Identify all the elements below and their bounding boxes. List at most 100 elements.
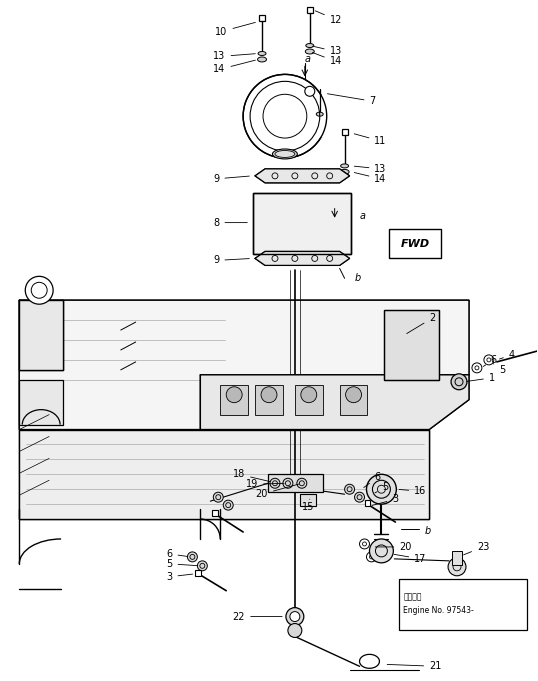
Circle shape: [451, 374, 467, 390]
Bar: [253, 193, 351, 255]
Circle shape: [359, 539, 370, 549]
Text: 15: 15: [302, 499, 314, 512]
Text: 20: 20: [375, 542, 412, 552]
Text: 4: 4: [499, 350, 515, 360]
Text: 适用号框: 适用号框: [404, 592, 422, 601]
Text: 6: 6: [166, 549, 188, 559]
Text: 1: 1: [467, 373, 495, 383]
Bar: [195, 570, 201, 575]
Ellipse shape: [272, 149, 298, 159]
Text: b: b: [355, 273, 361, 283]
Ellipse shape: [305, 49, 314, 54]
Bar: [253, 193, 351, 255]
Bar: [259, 15, 265, 20]
Bar: [390, 229, 441, 258]
Bar: [220, 385, 248, 415]
Text: 8: 8: [213, 218, 247, 227]
Circle shape: [197, 561, 207, 571]
Text: 10: 10: [215, 22, 256, 37]
Bar: [255, 385, 283, 415]
Text: 17: 17: [394, 554, 427, 564]
Text: a: a: [359, 210, 365, 221]
Bar: [342, 129, 348, 135]
Bar: [295, 385, 323, 415]
Text: 2: 2: [407, 313, 435, 334]
Circle shape: [270, 478, 280, 488]
Bar: [385, 310, 439, 380]
Circle shape: [366, 552, 377, 562]
Bar: [365, 500, 371, 506]
Circle shape: [345, 387, 362, 402]
Bar: [339, 385, 367, 415]
Circle shape: [187, 552, 197, 562]
Polygon shape: [19, 300, 469, 430]
Circle shape: [286, 607, 304, 626]
Text: 6: 6: [364, 473, 380, 488]
Circle shape: [223, 500, 233, 510]
Text: 3: 3: [166, 572, 193, 582]
Text: 18: 18: [233, 469, 270, 481]
Circle shape: [305, 86, 315, 96]
Ellipse shape: [258, 57, 266, 62]
Circle shape: [301, 387, 317, 402]
Text: 9: 9: [213, 255, 249, 266]
Circle shape: [226, 387, 242, 402]
Bar: [385, 310, 439, 380]
Circle shape: [345, 484, 355, 494]
Circle shape: [243, 74, 327, 158]
Text: 13: 13: [213, 52, 256, 61]
Text: 16: 16: [399, 486, 427, 496]
Text: 3: 3: [372, 494, 399, 505]
Text: 20: 20: [256, 484, 299, 499]
Circle shape: [288, 624, 302, 637]
Text: 21: 21: [387, 661, 442, 671]
Ellipse shape: [306, 44, 314, 48]
Ellipse shape: [258, 52, 266, 55]
Text: 11: 11: [354, 133, 387, 146]
Circle shape: [25, 276, 53, 304]
Bar: [307, 7, 313, 13]
Circle shape: [355, 492, 365, 502]
Circle shape: [448, 558, 466, 575]
Ellipse shape: [340, 170, 349, 174]
Polygon shape: [255, 169, 350, 183]
Bar: [213, 510, 218, 516]
Text: 14: 14: [354, 172, 387, 184]
Polygon shape: [19, 430, 429, 519]
Text: 6: 6: [483, 355, 497, 366]
Text: FWD: FWD: [401, 238, 430, 249]
Text: 14: 14: [213, 60, 256, 74]
Text: 19: 19: [246, 479, 284, 489]
Polygon shape: [200, 375, 469, 430]
Text: a: a: [305, 54, 311, 65]
Text: 7: 7: [328, 94, 376, 106]
Circle shape: [297, 478, 307, 488]
Bar: [399, 579, 527, 631]
Circle shape: [472, 363, 482, 373]
Circle shape: [261, 387, 277, 402]
Text: 12: 12: [315, 11, 342, 25]
Text: 13: 13: [355, 164, 387, 174]
Text: 14: 14: [313, 52, 342, 67]
Text: 13: 13: [313, 46, 342, 57]
Circle shape: [213, 492, 223, 502]
Circle shape: [370, 539, 393, 563]
Bar: [300, 494, 316, 506]
Text: 5: 5: [166, 559, 197, 569]
Bar: [19, 380, 63, 424]
Text: 9: 9: [213, 174, 249, 184]
Polygon shape: [19, 300, 63, 370]
Text: 5: 5: [375, 482, 388, 493]
Text: Engine No. 97543-: Engine No. 97543-: [404, 606, 474, 615]
Circle shape: [484, 355, 494, 365]
Polygon shape: [255, 251, 350, 266]
Text: 23: 23: [464, 542, 489, 555]
Circle shape: [366, 474, 397, 504]
Circle shape: [290, 612, 300, 622]
Text: 22: 22: [232, 612, 282, 622]
Ellipse shape: [316, 112, 323, 116]
Text: 5: 5: [493, 364, 505, 375]
Circle shape: [283, 478, 293, 488]
Bar: [268, 474, 323, 492]
Bar: [452, 551, 462, 565]
